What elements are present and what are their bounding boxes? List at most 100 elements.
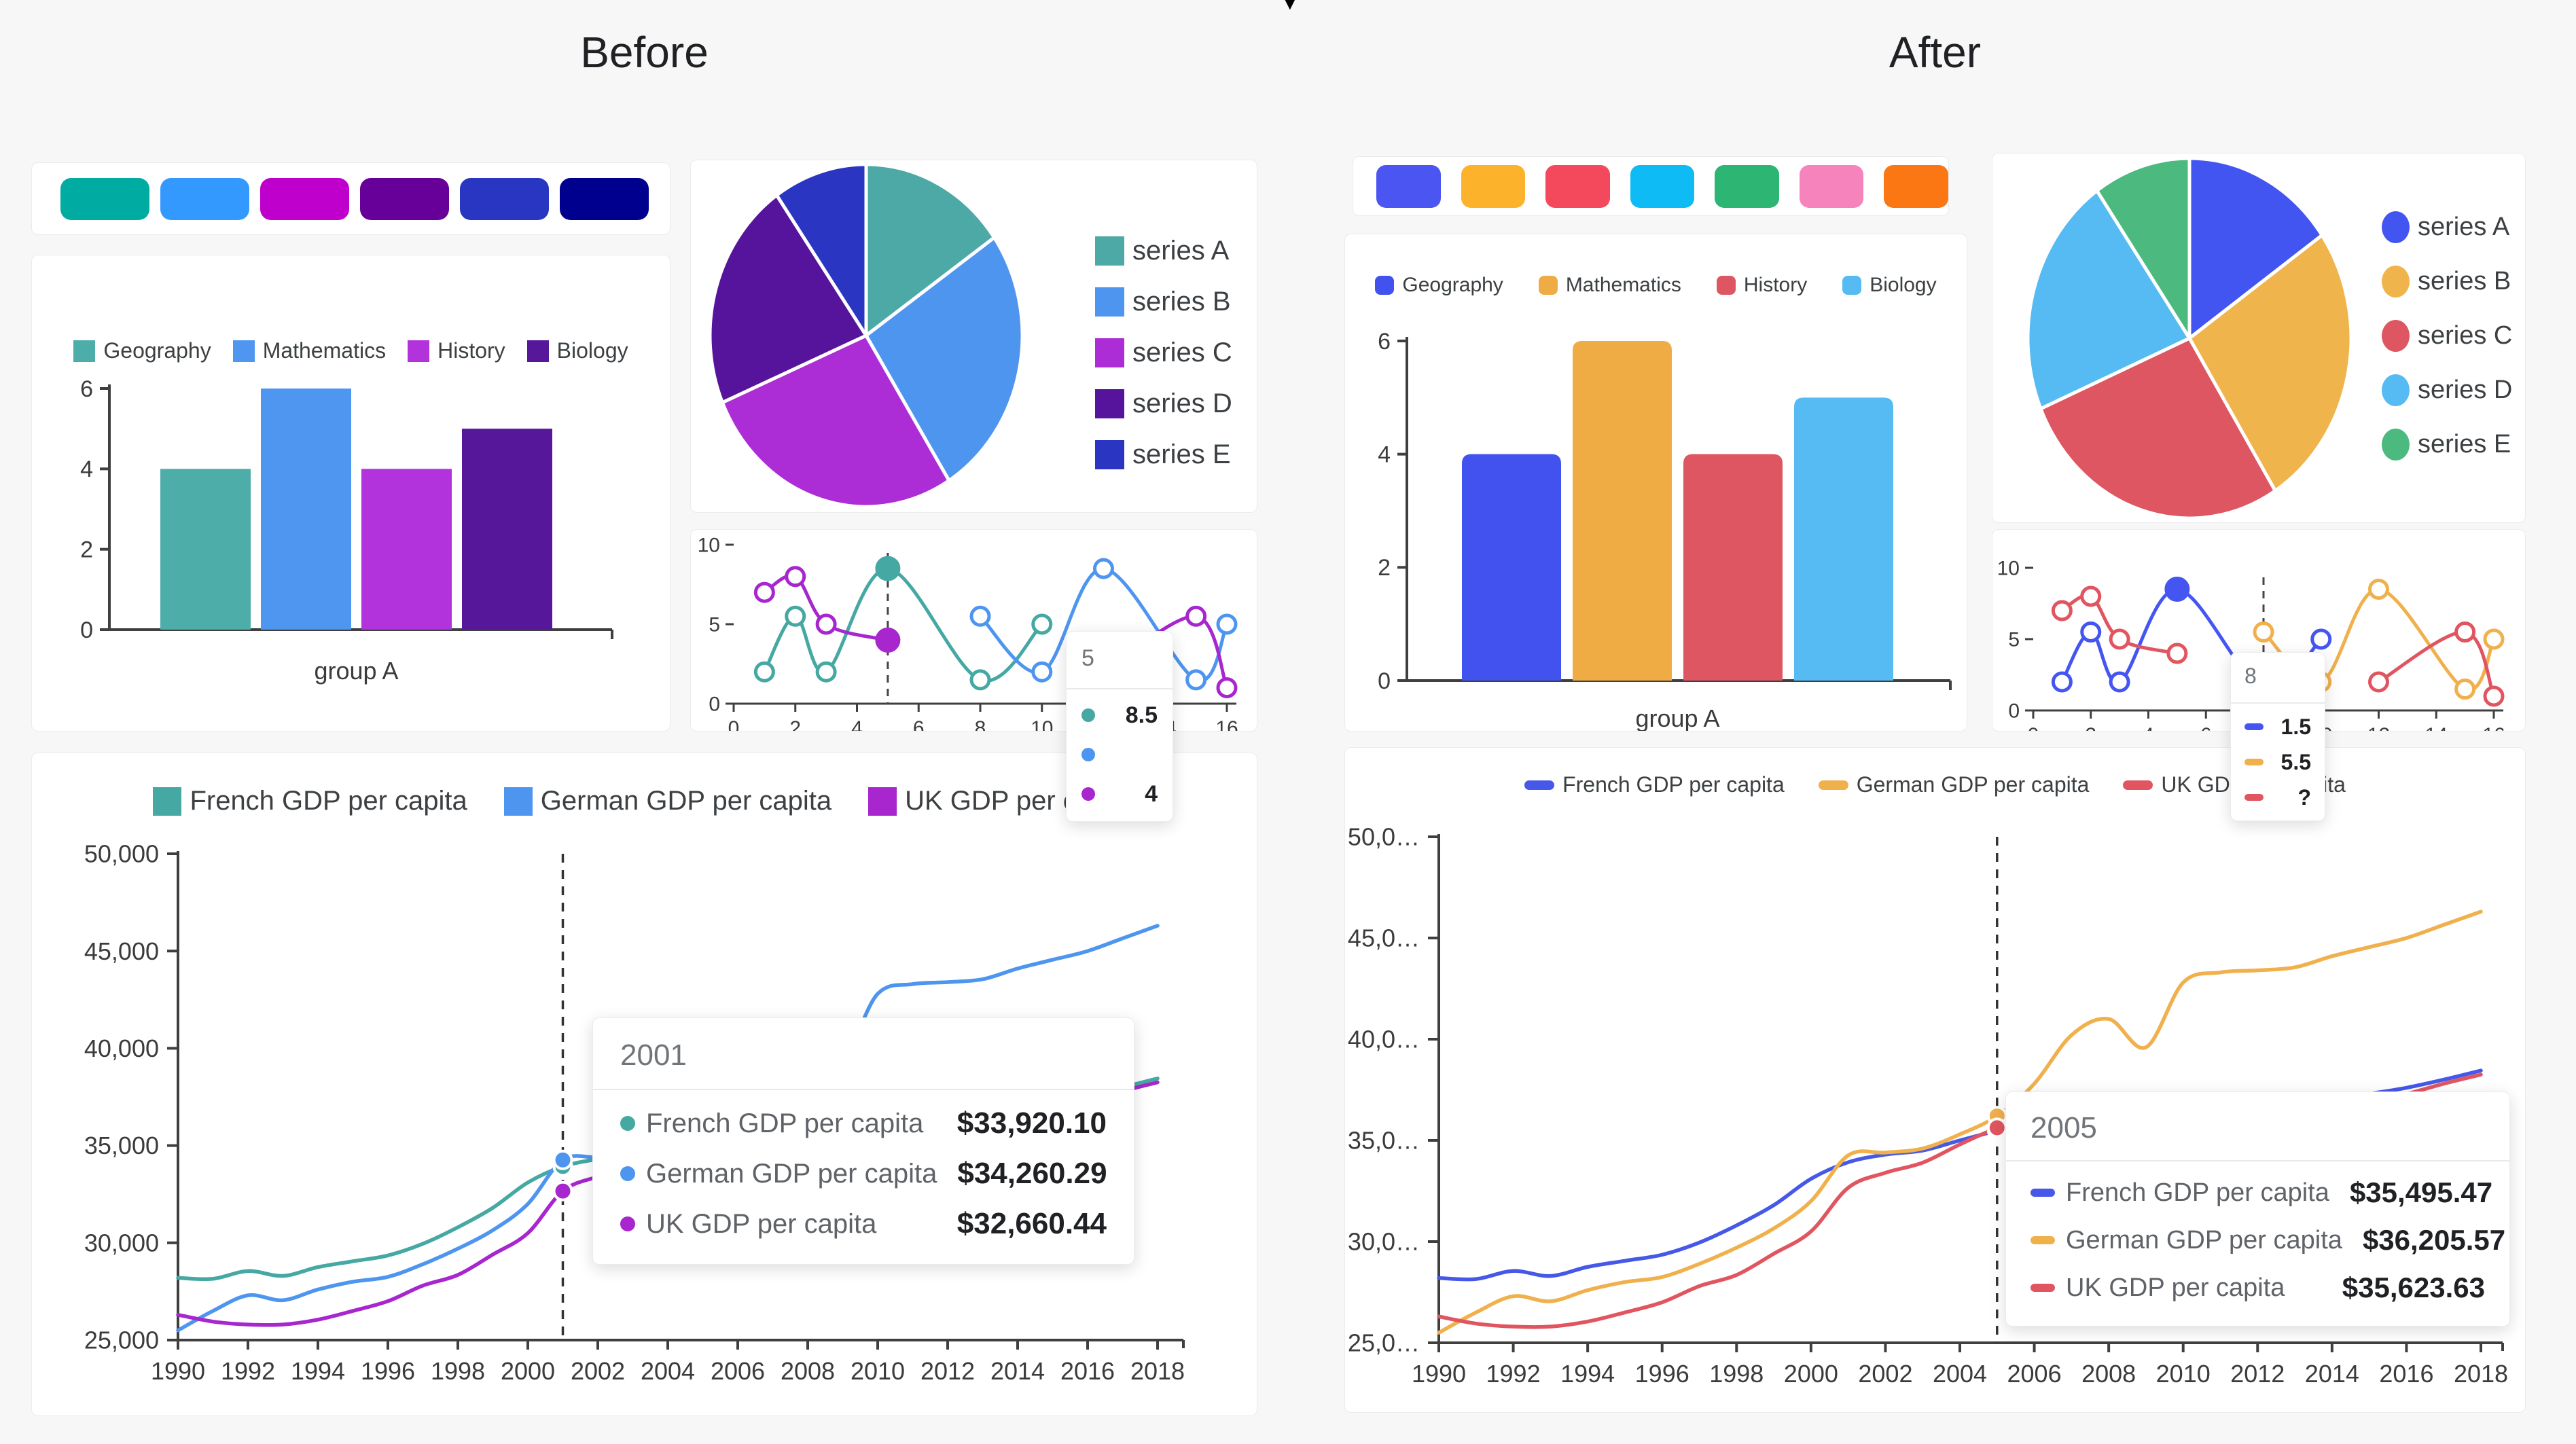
bar-mathematics[interactable]	[261, 389, 351, 630]
bar-history[interactable]	[361, 469, 452, 630]
data-point[interactable]	[785, 566, 806, 588]
data-point[interactable]	[2368, 579, 2389, 600]
bar-biology[interactable]	[462, 429, 552, 630]
legend-item-geography[interactable]: Geography	[1375, 274, 1503, 297]
bar-mathematics[interactable]	[1573, 341, 1672, 681]
data-point[interactable]	[1185, 669, 1207, 691]
data-point[interactable]	[1031, 613, 1053, 635]
data-point[interactable]	[2483, 628, 2505, 650]
data-point[interactable]	[1031, 661, 1053, 683]
data-point[interactable]	[969, 605, 991, 627]
y-tick-label: 10	[1997, 558, 2020, 580]
data-point[interactable]	[2166, 643, 2188, 664]
legend-item-german-gdp-per-capita[interactable]: German GDP per capita	[503, 786, 831, 816]
tooltip-value: ?	[2297, 784, 2311, 810]
data-point[interactable]	[2109, 671, 2130, 693]
data-point[interactable]	[2483, 685, 2505, 707]
series-line[interactable]	[2060, 594, 2179, 655]
data-point[interactable]	[875, 627, 901, 653]
pie-chart-after[interactable]	[1992, 154, 2525, 522]
data-point[interactable]	[875, 556, 901, 581]
legend-item-series-e[interactable]: series E	[1095, 439, 1232, 470]
pie-slice-series-e[interactable]	[2095, 156, 2192, 340]
data-point[interactable]	[2080, 621, 2102, 643]
pie-chart-before[interactable]	[691, 160, 1257, 512]
y-tick-label: 10	[698, 535, 720, 557]
legend-item-biology[interactable]: Biology	[526, 338, 628, 363]
series-line[interactable]	[762, 566, 1044, 683]
chart-svg: 25,0… 30,0… 35,0… 40,0… 45,0… 50,0… 1990 1992 19…	[1348, 823, 2508, 1388]
x-tick-label: 12	[2367, 724, 2390, 731]
legend-item-history[interactable]: History	[408, 338, 505, 363]
data-point[interactable]	[1216, 677, 1238, 699]
legend-item-german-gdp-per-capita[interactable]: German GDP per capita	[1818, 772, 2089, 797]
legend-item-series-d[interactable]: series D	[2382, 374, 2512, 406]
data-point[interactable]	[2454, 679, 2476, 700]
card-bar-chart-before: 0 2 4 6 group A Geography Mathematics History B…	[31, 255, 670, 732]
data-point[interactable]	[1185, 605, 1207, 627]
pie-slice-series-b[interactable]	[864, 236, 1024, 483]
highlight-point-uk-gdp-per-capita[interactable]	[1986, 1117, 2007, 1138]
pie-slice-series-d[interactable]	[2026, 189, 2192, 411]
data-point[interactable]	[2051, 600, 2073, 621]
data-point[interactable]	[2080, 585, 2102, 607]
pie-slice-series-c[interactable]	[2039, 336, 2277, 520]
legend-item-series-c[interactable]: series C	[2382, 320, 2512, 352]
page-title-after: After	[1889, 28, 1982, 77]
data-point[interactable]	[815, 613, 837, 635]
pie-slice-series-c[interactable]	[720, 333, 951, 509]
legend-item-french-gdp-per-capita[interactable]: French GDP per capita	[1524, 772, 1785, 797]
bar-chart-before[interactable]: 0 2 4 6 group A	[32, 255, 670, 731]
pie-slice-series-a[interactable]	[864, 162, 997, 338]
data-point[interactable]	[1093, 558, 1114, 579]
bar-chart-after[interactable]: 0 2 4 6 group A	[1345, 234, 1967, 732]
data-point[interactable]	[2164, 577, 2190, 602]
data-point[interactable]	[753, 661, 775, 683]
page-title-before: Before	[580, 28, 709, 77]
legend-item-mathematics[interactable]: Mathematics	[1538, 274, 1681, 297]
bar-history[interactable]	[1683, 454, 1783, 681]
y-tick-label: 50,000	[84, 840, 159, 868]
legend-item-history[interactable]: History	[1716, 274, 1807, 297]
legend-item-series-b[interactable]: series B	[1095, 287, 1232, 317]
data-point[interactable]	[969, 669, 991, 691]
legend-pie-after: series A series B series C series D series E	[2382, 211, 2512, 461]
legend-item-biology[interactable]: Biology	[1842, 274, 1937, 297]
data-point[interactable]	[2310, 628, 2332, 650]
pie-slice-series-d[interactable]	[708, 193, 868, 405]
data-point[interactable]	[1216, 613, 1238, 635]
legend-item-series-a[interactable]: series A	[2382, 211, 2512, 243]
bar-biology[interactable]	[1794, 397, 1893, 681]
series-line[interactable]	[1437, 909, 2483, 1335]
legend-label: Geography	[103, 338, 211, 363]
pie-slice-series-b[interactable]	[2187, 233, 2353, 493]
legend-item-geography[interactable]: Geography	[73, 338, 211, 363]
highlight-point-uk-gdp-per-capita[interactable]	[552, 1180, 573, 1202]
data-point[interactable]	[785, 605, 806, 627]
legend-item-mathematics[interactable]: Mathematics	[232, 338, 386, 363]
pie-slice-series-a[interactable]	[2187, 156, 2324, 340]
tooltip-value: $36,205.57	[2362, 1224, 2506, 1256]
data-point[interactable]	[815, 661, 837, 683]
data-point[interactable]	[2454, 621, 2476, 643]
bar-geography[interactable]	[160, 469, 251, 630]
series-line[interactable]	[762, 573, 890, 642]
tooltip-row: German GDP per capita $34,260.29	[620, 1157, 1107, 1191]
legend-item-series-e[interactable]: series E	[2382, 429, 2512, 461]
data-point[interactable]	[753, 581, 775, 603]
bar-geography[interactable]	[1462, 454, 1561, 681]
legend-item-series-b[interactable]: series B	[2382, 266, 2512, 297]
highlight-point-german-gdp-per-capita[interactable]	[552, 1149, 573, 1170]
gdp-chart-after[interactable]: 25,0… 30,0… 35,0… 40,0… 45,0… 50,0… 1990 1992 19…	[1345, 748, 2525, 1412]
data-point[interactable]	[2253, 621, 2274, 643]
data-point[interactable]	[2368, 671, 2389, 693]
pie-slice-series-e[interactable]	[774, 162, 868, 338]
data-point[interactable]	[2051, 671, 2073, 693]
legend-item-series-c[interactable]: series C	[1095, 338, 1232, 368]
x-tick-label: 10	[1031, 717, 1053, 731]
legend-item-series-d[interactable]: series D	[1095, 389, 1232, 419]
legend-item-series-a[interactable]: series A	[1095, 236, 1232, 266]
legend-marker-icon	[1095, 440, 1124, 469]
legend-item-french-gdp-per-capita[interactable]: French GDP per capita	[153, 786, 467, 816]
data-point[interactable]	[2109, 628, 2130, 650]
